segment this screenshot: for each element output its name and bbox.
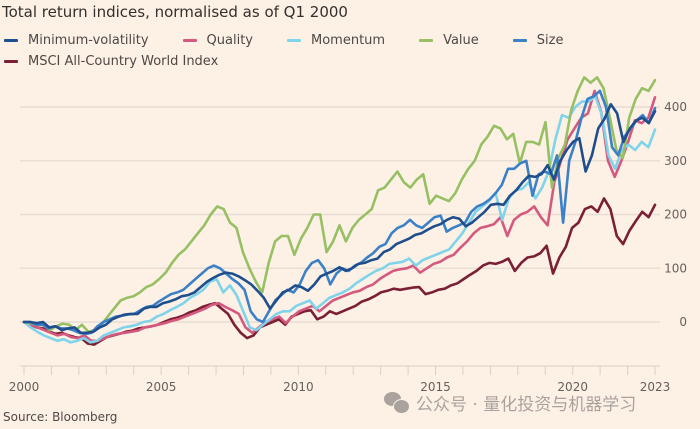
x-tick-label: 2010: [283, 380, 314, 394]
legend-label: Minimum-volatility: [28, 33, 149, 48]
legend: Minimum-volatility Quality Momentum Valu…: [4, 30, 604, 72]
gridlines: [20, 106, 660, 323]
legend-label: MSCI All-Country World Index: [28, 54, 219, 69]
legend-item-quality: Quality: [182, 33, 253, 48]
y-tick-label: 0: [679, 315, 687, 329]
legend-row-1: Minimum-volatility Quality Momentum Valu…: [4, 30, 604, 51]
legend-swatch-icon: [4, 60, 18, 63]
legend-label: Momentum: [311, 33, 386, 48]
watermark-text: 公众号 · 量化投资与机器学习: [416, 395, 637, 415]
series-lines: [22, 76, 657, 346]
series-line-quality: [22, 89, 657, 343]
legend-item-value: Value: [419, 33, 479, 48]
chart-title: Total return indices, normalised as of Q…: [2, 3, 348, 21]
legend-swatch-icon: [182, 39, 197, 42]
series-line-momentum: [22, 95, 657, 344]
legend-item-msci-acwi: MSCI All-Country World Index: [4, 54, 218, 69]
legend-swatch-icon: [287, 39, 301, 42]
legend-label: Size: [536, 33, 564, 48]
legend-swatch-icon: [419, 39, 434, 42]
series-line-value: [22, 76, 657, 334]
source-note: Source: Bloomberg: [3, 410, 118, 424]
legend-label: Value: [443, 33, 479, 48]
y-tick-label: 200: [664, 208, 687, 222]
legend-swatch-icon: [4, 39, 18, 42]
series-line-minimum-volatility: [22, 103, 657, 335]
wechat-icon: [384, 391, 410, 414]
x-tick-label: 2000: [9, 380, 40, 394]
legend-label: Quality: [206, 33, 253, 48]
x-tick-label: 2015: [420, 380, 451, 394]
legend-item-minimum-volatility: Minimum-volatility: [4, 33, 149, 48]
x-axis: 2000 2005 2010 2015 2020 2023: [9, 365, 671, 394]
x-tick-label: 2023: [640, 380, 671, 394]
legend-swatch-icon: [512, 39, 527, 42]
x-tick-label: 2020: [557, 380, 588, 394]
watermark: 公众号 · 量化投资与机器学习: [384, 390, 636, 415]
legend-row-2: MSCI All-Country World Index: [4, 51, 604, 72]
y-tick-label: 400: [664, 100, 687, 114]
y-tick-label: 300: [664, 154, 687, 168]
legend-item-size: Size: [512, 33, 564, 48]
legend-item-momentum: Momentum: [287, 33, 385, 48]
y-axis: 0 100 200 300 400: [664, 100, 687, 329]
y-tick-label: 100: [664, 261, 687, 275]
x-tick-label: 2005: [146, 380, 177, 394]
